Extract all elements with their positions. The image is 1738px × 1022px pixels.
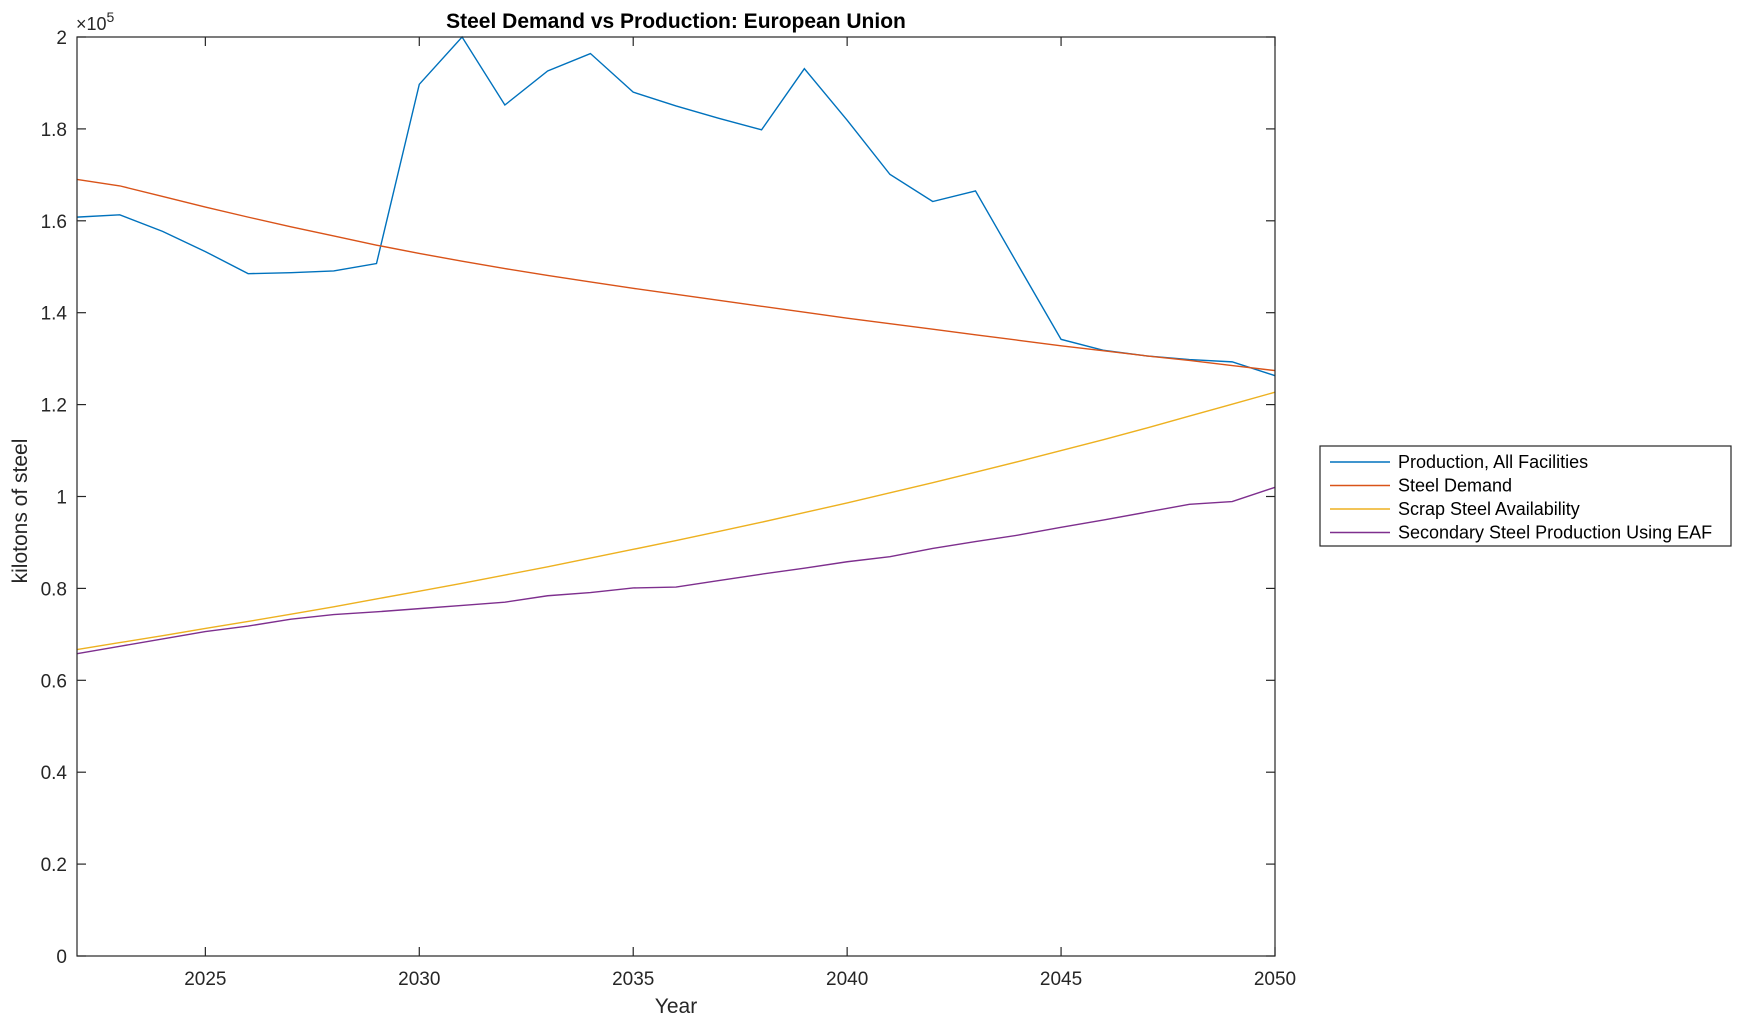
series-line-4 — [76, 486, 1276, 655]
x-tick-label: 2050 — [1254, 969, 1296, 990]
x-tick-label: 2035 — [612, 969, 654, 990]
y-tick-label: 0 — [56, 947, 67, 968]
y-tick-label: 0.2 — [41, 855, 67, 876]
x-axis-label: Year — [655, 995, 697, 1018]
x-tick-label: 2045 — [1040, 969, 1082, 990]
plot-area — [77, 37, 1275, 956]
series-line-1 — [76, 35, 1276, 377]
legend-entry: Secondary Steel Production Using EAF — [1398, 523, 1712, 543]
svg-text:×105: ×105 — [76, 9, 115, 34]
y-tick-label: 1.6 — [41, 212, 67, 233]
y-tick-label: 2 — [56, 28, 67, 49]
x-tick-label: 2025 — [184, 969, 226, 990]
axes: 2025 2030 2035 2040 2045 2050 0 0.2 0.4 0.6 0.8 1 1.… — [41, 28, 1297, 990]
y-tick-label: 1 — [56, 488, 67, 509]
y-axis-exponent-base: ×10 — [76, 14, 107, 34]
chart-title: Steel Demand vs Production: European Uni… — [446, 10, 906, 33]
legend-entry: Scrap Steel Availability — [1398, 499, 1580, 519]
y-tick-label: 0.4 — [41, 763, 68, 784]
y-tick-label: 1.2 — [41, 396, 67, 417]
legend: Production, All Facilities Steel Demand Sc… — [1319, 445, 1732, 547]
legend-entry: Production, All Facilities — [1398, 452, 1588, 472]
y-axis-label: kilotons of steel — [9, 439, 32, 584]
y-axis-exponent-power: 5 — [107, 9, 115, 25]
series-lines — [76, 35, 1276, 655]
series-line-3 — [76, 391, 1276, 651]
y-axis-exponent: ×105 — [76, 9, 115, 34]
x-tick-label: 2030 — [398, 969, 440, 990]
y-tick-label: 0.8 — [41, 579, 67, 600]
x-tick-label: 2040 — [826, 969, 868, 990]
plot-background — [77, 37, 1275, 956]
legend-entry: Steel Demand — [1398, 476, 1512, 496]
y-tick-label: 0.6 — [41, 671, 67, 692]
y-tick-label: 1.4 — [41, 304, 68, 325]
series-line-2 — [76, 178, 1276, 372]
y-tick-label: 1.8 — [41, 120, 67, 141]
